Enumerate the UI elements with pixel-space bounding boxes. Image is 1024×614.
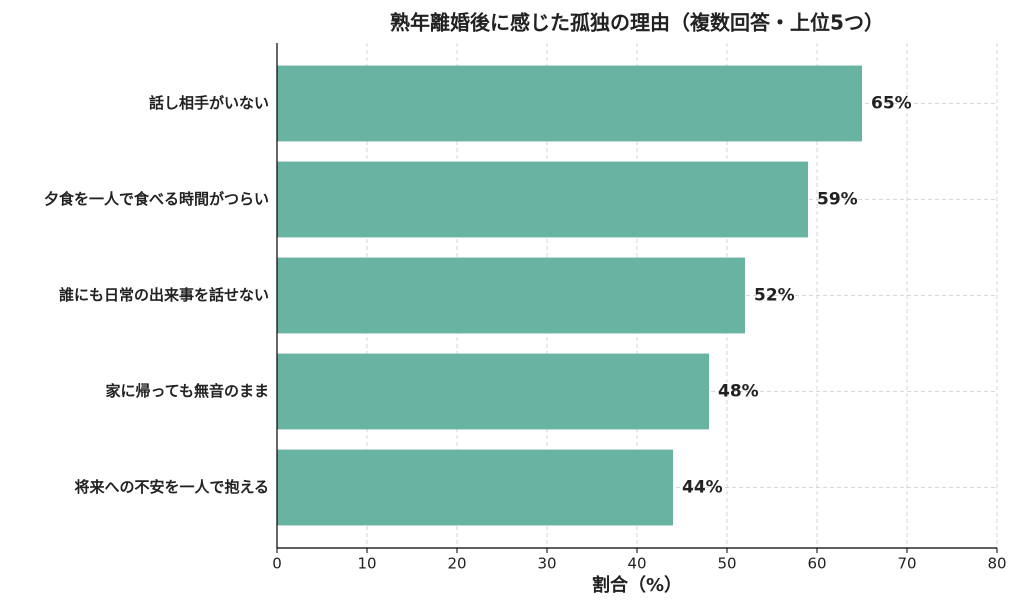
chart-title: 熟年離婚後に感じた孤独の理由（複数回答・上位5つ） — [390, 11, 884, 35]
x-tick-label: 0 — [272, 555, 282, 573]
x-tick-label: 20 — [447, 555, 466, 573]
value-label: 44% — [682, 478, 723, 498]
x-tick-label: 10 — [357, 555, 376, 573]
bar — [277, 449, 673, 526]
y-tick-label: 話し相手がいない — [149, 94, 269, 112]
y-tick-label: 誰にも日常の出来事を話せない — [59, 286, 269, 304]
x-tick-label: 80 — [987, 555, 1006, 573]
x-axis-label: 割合（%） — [592, 574, 682, 596]
bar — [277, 353, 709, 430]
x-tick-label: 50 — [717, 555, 736, 573]
value-label: 65% — [871, 93, 912, 113]
y-tick-label: 家に帰っても無音のまま — [105, 382, 269, 400]
bar — [277, 161, 808, 238]
value-label: 48% — [718, 382, 759, 402]
x-tick-label: 70 — [897, 555, 916, 573]
value-label: 59% — [817, 189, 858, 209]
value-label: 52% — [754, 286, 795, 306]
x-tick-label: 40 — [627, 555, 646, 573]
x-tick-label: 60 — [807, 555, 826, 573]
y-tick-label: 夕食を一人で食べる時間がつらい — [44, 190, 269, 208]
bar — [277, 65, 862, 142]
y-tick-label: 将来への不安を一人で抱える — [74, 478, 269, 496]
bar — [277, 257, 745, 334]
x-tick-label: 30 — [537, 555, 556, 573]
